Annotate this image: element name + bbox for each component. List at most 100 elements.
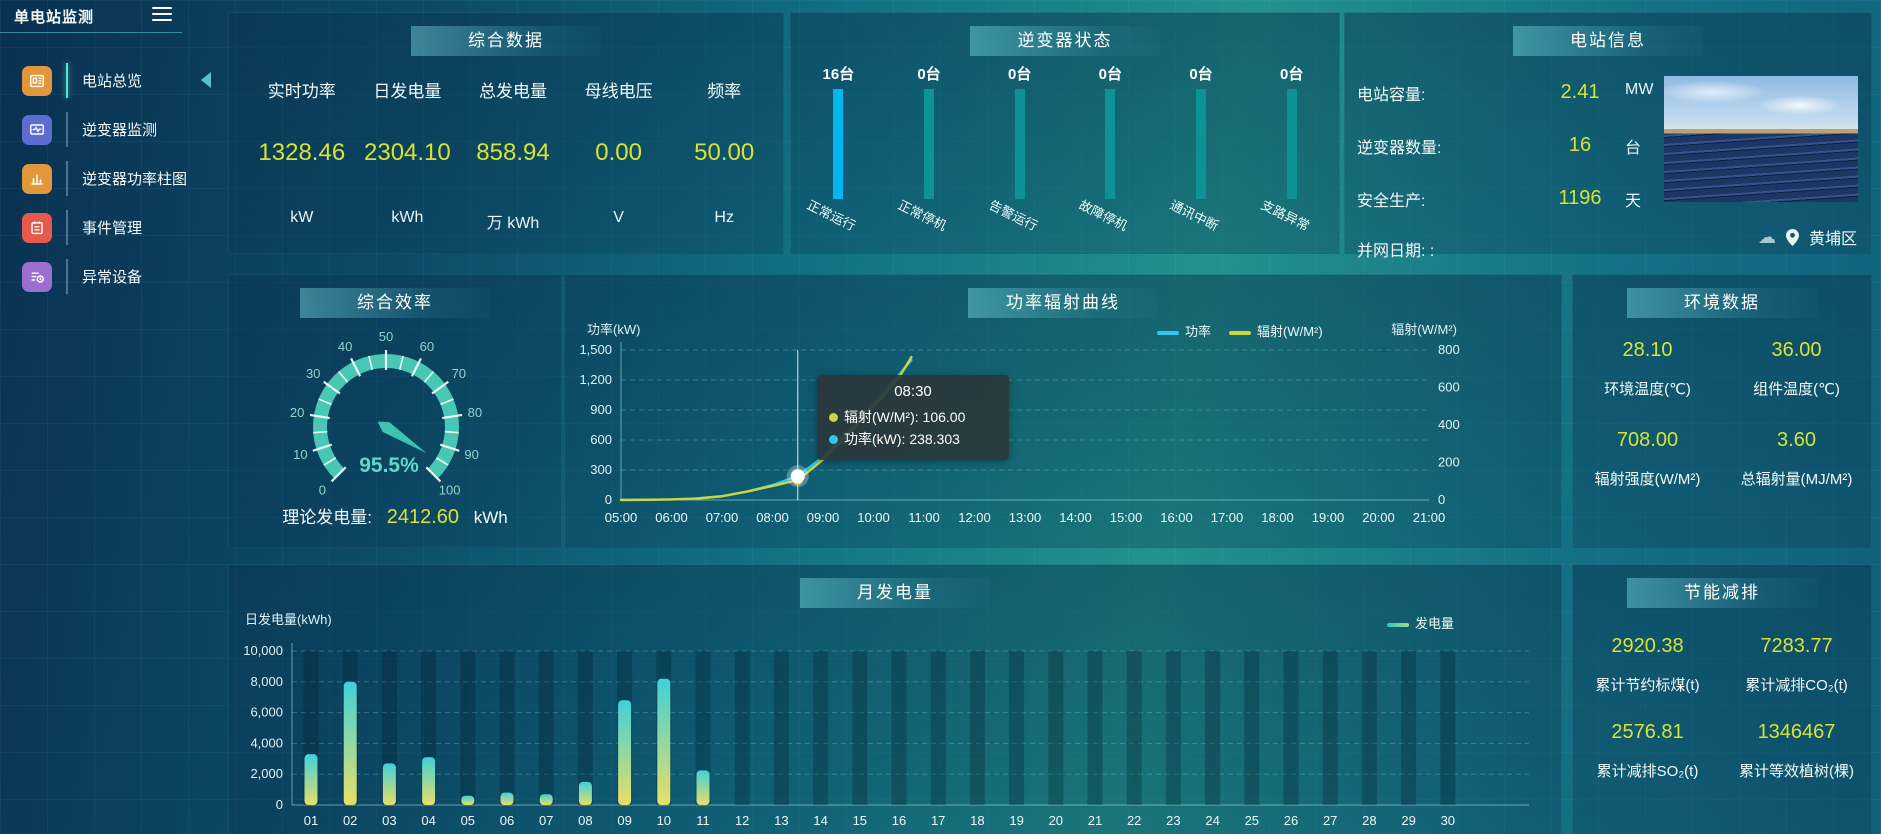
panel-title: 综合效率 [300, 288, 490, 318]
svg-text:4,000: 4,000 [250, 735, 283, 750]
svg-text:28: 28 [1362, 813, 1376, 828]
tooltip-time: 08:30 [894, 383, 932, 400]
sidebar-item-inverter-monitor[interactable]: 逆变器监测 [0, 105, 182, 154]
svg-text:09:00: 09:00 [807, 510, 840, 525]
svg-text:09: 09 [617, 813, 631, 828]
svg-text:12:00: 12:00 [958, 510, 991, 525]
legend-radiation[interactable]: 辐射(W/M²) [1229, 321, 1323, 340]
status-normal-running: 16台 正常运行 [793, 13, 884, 253]
status-count: 0台 [917, 66, 941, 83]
curve-legend[interactable]: 功率 辐射(W/M²) [1157, 321, 1323, 340]
safe-production-row: 安全生产: 1196 天 [1357, 187, 1657, 211]
svg-text:04: 04 [421, 813, 435, 828]
panel-power-radiation-curve: 0 300 600 900 1,200 1,500 0 200 400 600 800 05:00 06… [564, 274, 1562, 548]
metric-unit: kWh [391, 209, 424, 226]
grid-date-row: 并网日期: : [1357, 237, 1657, 261]
hamburger-menu-icon[interactable] [152, 7, 172, 23]
status-normal-stop: 0台 正常停机 [884, 13, 975, 253]
photo-sky [1664, 76, 1858, 129]
app-title: 单电站监测 [14, 9, 95, 26]
svg-text:0: 0 [1438, 492, 1445, 507]
radiation-legend-marker [1229, 330, 1252, 335]
sidebar-item-event-management[interactable]: 事件管理 [0, 203, 182, 252]
svg-text:17:00: 17:00 [1211, 510, 1244, 525]
power-radiation-chart[interactable]: 0 300 600 900 1,200 1,500 0 200 400 600 800 05:00 06… [565, 275, 1561, 547]
svg-text:600: 600 [590, 432, 612, 447]
svg-text:02: 02 [343, 813, 357, 828]
svg-text:15: 15 [853, 813, 867, 828]
power-dot-icon [829, 435, 838, 444]
legend-generation[interactable]: 发电量 [1387, 613, 1454, 632]
info-label: 电站容量: [1357, 87, 1426, 104]
metric-radiation-intensity: 708.00 辐射强度(W/M²) [1594, 429, 1701, 488]
svg-text:10: 10 [293, 447, 307, 462]
legend-power[interactable]: 功率 [1157, 321, 1211, 340]
info-value: 1196 [1558, 187, 1602, 209]
svg-text:19: 19 [1009, 813, 1023, 828]
panel-title: 综合数据 [411, 26, 601, 56]
legend-label: 发电量 [1415, 616, 1455, 631]
panel-title: 功率辐射曲线 [968, 288, 1158, 318]
panel-environment: 环境数据 28.10 环境温度(℃) 36.00 组件温度(℃) 708.00 辐射强… [1572, 274, 1872, 548]
station-photo [1664, 76, 1858, 202]
metric-frequency: 频率 50.00 Hz [671, 13, 777, 253]
svg-text:21: 21 [1088, 813, 1102, 828]
svg-text:50: 50 [379, 329, 393, 344]
metric-label: 母线电压 [584, 82, 653, 101]
status-label: 正常停机 [895, 197, 949, 234]
sidebar-item-inverter-power-bars[interactable]: 逆变器功率柱图 [0, 154, 187, 203]
menu-divider [66, 161, 68, 196]
svg-text:27: 27 [1323, 813, 1337, 828]
metric-value: 858.94 [476, 139, 550, 166]
info-value: 16 [1568, 134, 1592, 156]
svg-text:6,000: 6,000 [250, 705, 283, 720]
inverter-monitor-icon [22, 114, 52, 145]
metric-daily-generation: 日发电量 2304.10 kWh [355, 13, 461, 253]
svg-text:10:00: 10:00 [857, 510, 890, 525]
sidebar-item-label: 逆变器监测 [82, 122, 158, 139]
sidebar-item-label: 异常设备 [82, 269, 143, 286]
metric-coal-saved: 2920.38 累计节约标煤(t) [1595, 635, 1700, 694]
info-value: 2.41 [1560, 81, 1600, 103]
svg-text:200: 200 [1438, 455, 1460, 470]
metric-label: 总发电量 [478, 82, 547, 101]
svg-text:18: 18 [970, 813, 984, 828]
status-fault-stop: 0台 故障停机 [1065, 13, 1156, 253]
svg-text:22: 22 [1127, 813, 1141, 828]
menu-divider [66, 259, 68, 294]
monthly-legend[interactable]: 发电量 [1387, 613, 1454, 632]
sidebar-item-station-overview[interactable]: 电站总览 [0, 56, 182, 105]
sidebar-item-abnormal-devices[interactable]: 异常设备 [0, 252, 182, 301]
legend-label: 辐射(W/M²) [1257, 324, 1323, 339]
monthly-generation-chart[interactable]: 0 2,000 4,000 6,000 8,000 10,000 01 02 03 04 05 06 0… [229, 565, 1561, 834]
sidebar-item-label: 逆变器功率柱图 [82, 171, 188, 188]
efficiency-gauge[interactable]: 0 10 20 30 40 50 60 70 80 90 100 95.5% [281, 325, 491, 525]
svg-text:0: 0 [276, 797, 283, 812]
abnormal-devices-icon [22, 261, 52, 292]
svg-text:29: 29 [1401, 813, 1415, 828]
svg-text:23: 23 [1166, 813, 1180, 828]
district-name[interactable]: 黄埔区 [1808, 231, 1857, 248]
svg-text:14: 14 [813, 813, 827, 828]
status-label: 通讯中断 [1167, 197, 1221, 234]
svg-text:19:00: 19:00 [1312, 510, 1345, 525]
svg-text:0: 0 [605, 492, 612, 507]
metric-unit: 万 kWh [486, 215, 540, 232]
svg-text:70: 70 [452, 366, 466, 381]
panel-station-info: 电站信息 电站容量: 2.41 MW 逆变器数量: 16 台 安全生产: 119… [1344, 12, 1872, 260]
panel-energy-savings: 节能减排 2920.38 累计节约标煤(t) 7283.77 累计减排CO₂(t) … [1572, 564, 1872, 834]
panel-title: 节能减排 [1627, 578, 1817, 608]
svg-text:18:00: 18:00 [1261, 510, 1294, 525]
metric-unit: kW [290, 209, 314, 226]
sidebar-collapse-arrow-icon[interactable] [201, 72, 211, 88]
location-pin-icon[interactable] [1785, 228, 1799, 246]
svg-text:05:00: 05:00 [605, 510, 638, 525]
svg-text:14:00: 14:00 [1059, 510, 1092, 525]
svg-text:10,000: 10,000 [243, 643, 283, 658]
theory-label: 理论发电量: [282, 508, 372, 527]
status-label: 支路异常 [1258, 197, 1312, 234]
theory-unit: kWh [473, 508, 508, 527]
status-bar [924, 89, 934, 199]
status-label: 正常运行 [804, 197, 859, 234]
